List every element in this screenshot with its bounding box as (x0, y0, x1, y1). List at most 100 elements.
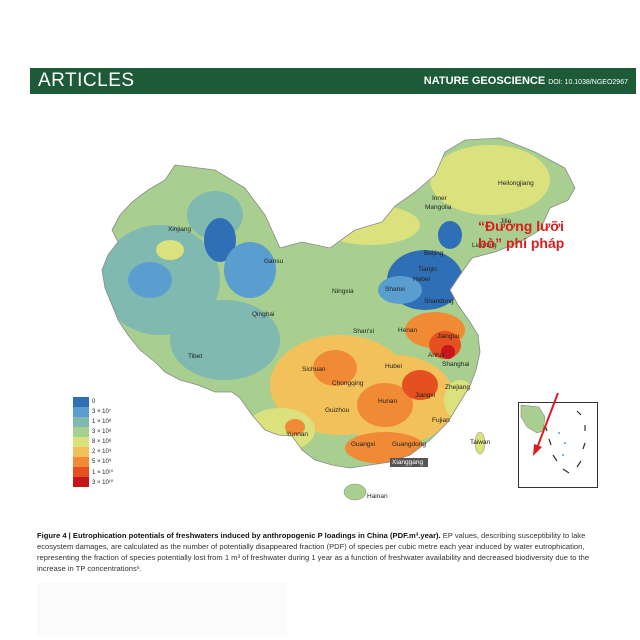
label-zhejiang: Zhejiang (445, 384, 470, 391)
zone-qinghai (224, 242, 276, 298)
zone-tibet (170, 300, 280, 380)
inset-mainland (520, 404, 546, 434)
caption-body: EP values, describing susceptibility to … (37, 531, 590, 573)
legend-row: 2 × 10⁹ (73, 447, 113, 457)
label-shandong: Shandong (424, 298, 454, 305)
legend-swatch (73, 447, 89, 457)
map-legend: 0 3 × 10⁷ 1 × 10⁸ 3 × 10⁸ 8 × 10⁸ 2 × 10⁹ 5 × … (73, 397, 113, 487)
label-shanghai: Shanghai (442, 361, 470, 368)
label-guangdong: Guangdong (392, 441, 426, 448)
label-heilongjiang: Heilongjiang (498, 180, 534, 187)
legend-swatch (73, 467, 89, 477)
zone-west-yellow (156, 240, 184, 260)
zone-yunnan-orange (285, 419, 305, 435)
label-hunan: Hunan (378, 398, 398, 405)
legend-row: 3 × 10⁷ (73, 407, 113, 417)
legend-row: 1 × 10¹⁰ (73, 467, 113, 477)
zone-chongqing (313, 350, 357, 386)
china-ep-map (101, 137, 576, 501)
taiwan-shape (474, 431, 486, 455)
legend-swatch (73, 397, 89, 407)
legend-row: 3 × 10⁸ (73, 427, 113, 437)
doi-text: DOI: 10.1038/NGEO2967 (548, 79, 628, 86)
legend-label: 5 × 10⁹ (92, 459, 112, 465)
legend-swatch (73, 437, 89, 447)
legend-row: 8 × 10⁸ (73, 437, 113, 447)
blurred-text-block (37, 582, 287, 637)
xianggang-box (390, 458, 428, 467)
zone-xinjiang-blue (204, 218, 236, 262)
inset-islands (558, 432, 566, 456)
label-henan: Henan (398, 327, 418, 334)
legend-row: 3 × 10¹⁰ (73, 477, 113, 487)
legend-swatch (73, 427, 89, 437)
zone-shanghai (441, 345, 455, 359)
legend-swatch (73, 417, 89, 427)
figure-4: Heilongjiang Inner Mangolia Jilin Liaoni… (40, 130, 630, 510)
legend-row: 0 (73, 397, 113, 407)
inset-map (520, 404, 586, 474)
section-label: ARTICLES (38, 70, 135, 91)
legend-swatch (73, 457, 89, 467)
label-jilin: Jilin (500, 218, 512, 225)
label-beijing: Beijing (424, 250, 444, 257)
legend-label: 1 × 10¹⁰ (92, 469, 114, 476)
label-ningxia: Ningxia (332, 288, 354, 295)
legend-label: 1 × 10⁸ (92, 419, 112, 425)
label-taiwan: Taiwan (470, 439, 491, 446)
legend-label: 2 × 10⁹ (92, 449, 112, 455)
zone-shanxi (378, 276, 422, 304)
label-shaanxi: Shan'xi (353, 328, 375, 335)
south-china-sea-inset (518, 402, 598, 488)
label-tianjin: Tianjin (418, 266, 437, 273)
zone-inner-mongolia (320, 205, 420, 245)
legend-swatch (73, 477, 89, 487)
label-yunnan: Yunnan (286, 431, 309, 438)
zone-hunan-orange (357, 383, 413, 427)
label-chongqing: Chongqing (332, 380, 364, 387)
label-shanxi: Shanxi (385, 286, 405, 293)
journal-name: NATURE GEOSCIENCE DOI: 10.1038/NGEO2967 (424, 75, 636, 87)
legend-label: 3 × 10⁷ (92, 409, 112, 415)
zone-beijing (438, 221, 462, 249)
label-jiangxi: Jiangxi (415, 392, 436, 399)
legend-label: 8 × 10⁸ (92, 439, 112, 445)
label-liaoning: Liaoning (472, 242, 497, 249)
label-hubei: Hubei (385, 363, 402, 370)
label-gansu: Gansu (264, 258, 284, 265)
label-hebei: Hebei (413, 276, 430, 283)
label-inner-mongolia-1: Inner (432, 195, 447, 202)
legend-row: 5 × 10⁹ (73, 457, 113, 467)
figure-caption: Figure 4 | Eutrophication potentials of … (37, 530, 617, 574)
caption-title: Figure 4 | Eutrophication potentials of … (37, 531, 441, 540)
label-qinghai: Qinghai (252, 311, 275, 318)
article-header-bar: ARTICLES NATURE GEOSCIENCE DOI: 10.1038/N… (30, 68, 636, 94)
zone-guangdong (345, 432, 425, 464)
label-inner-mongolia-2: Mangolia (425, 204, 452, 211)
label-jiangsu: Jiangsu (437, 333, 460, 340)
label-fujian: Fujian (432, 417, 450, 424)
journal-title: NATURE GEOSCIENCE (423, 75, 546, 87)
annotation-line-1: “Đường lưỡi (478, 218, 565, 234)
label-hainan: Hainan (367, 493, 388, 500)
annotation-line-2: bò” phi pháp (478, 235, 565, 251)
red-annotation: “Đường lưỡi bò” phi pháp (478, 218, 568, 252)
zone-heilongjiang (430, 145, 550, 215)
label-xinjiang: Xinjiang (168, 226, 192, 233)
china-outline (101, 137, 576, 469)
label-tibet: Tibet (188, 353, 203, 360)
label-xianggang: Xianggang (392, 459, 424, 466)
zone-tarim (128, 262, 172, 298)
legend-label: 3 × 10⁸ (92, 429, 112, 435)
legend-row: 1 × 10⁸ (73, 417, 113, 427)
label-guizhou: Guizhou (325, 407, 350, 414)
zone-jiangxi (402, 370, 438, 400)
zone-yunnan (245, 408, 315, 452)
hainan-shape (343, 483, 367, 501)
label-guangxi: Guangxi (351, 441, 376, 448)
label-sichuan: Sichuan (302, 366, 326, 373)
legend-label: 3 × 10¹⁰ (92, 479, 114, 486)
legend-swatch (73, 407, 89, 417)
label-anhui: Anhui (428, 352, 445, 359)
legend-label: 0 (92, 399, 96, 405)
